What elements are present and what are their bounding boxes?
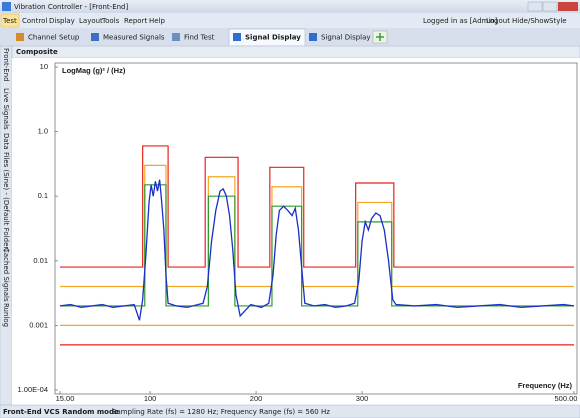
menu-item[interactable]: Help xyxy=(149,17,166,25)
sidebar-tab[interactable]: Live Signals xyxy=(2,88,10,130)
menu-item[interactable]: Control xyxy=(22,17,47,25)
menu-action[interactable]: Hide/Show xyxy=(512,17,549,25)
x-axis-label: Frequency (Hz) xyxy=(518,381,573,390)
window-title: Vibration Controller - [Front-End] xyxy=(14,3,128,11)
menu-highlight xyxy=(0,13,20,28)
panel-header xyxy=(11,45,580,59)
add-icon xyxy=(376,33,384,41)
chart-area xyxy=(12,58,580,405)
sidebar-tab[interactable]: Cached Signals xyxy=(2,248,10,302)
menu-action[interactable]: Style xyxy=(549,17,567,25)
status-bar xyxy=(0,404,580,418)
status-info: Sampling Rate (fs) = 1280 Hz; Frequency … xyxy=(112,408,330,416)
sidebar-tab[interactable]: Data Files (Sine) - (Default Folder) xyxy=(2,133,10,252)
tab-icon xyxy=(309,33,317,41)
tab[interactable]: Signal Display xyxy=(321,34,371,42)
plot-frame xyxy=(54,62,578,395)
menu-action[interactable]: Logout xyxy=(486,17,510,25)
tab-icon xyxy=(172,33,180,41)
tab[interactable]: Measured Signals xyxy=(103,34,165,42)
sidebar-tab[interactable]: Front-End xyxy=(2,48,10,82)
maximize-button[interactable] xyxy=(542,1,558,12)
y-tick-label: 1.0 xyxy=(38,127,48,136)
x-tick-label: 500.00 xyxy=(555,394,578,403)
series-line xyxy=(60,164,574,288)
menu-item[interactable]: Report xyxy=(124,17,147,25)
app-icon xyxy=(2,2,11,11)
x-tick-label: 300 xyxy=(356,394,369,403)
menu-item[interactable]: Tools xyxy=(101,17,120,25)
y-tick-label: 0.01 xyxy=(33,256,48,265)
menu-item[interactable]: Layout xyxy=(79,17,103,25)
menu-item[interactable]: Test xyxy=(2,17,17,25)
y-tick-label: 1.00E-04 xyxy=(18,385,48,394)
y-axis-label: LogMag (g)² / (Hz) xyxy=(62,66,126,75)
tab-icon xyxy=(233,33,241,41)
tab[interactable]: Channel Setup xyxy=(28,34,80,42)
tab[interactable]: Find Test xyxy=(184,34,215,42)
tab-icon xyxy=(16,33,24,41)
menu-bar xyxy=(0,13,580,28)
y-tick-label: 0.1 xyxy=(38,191,48,200)
x-tick-label: 200 xyxy=(250,394,263,403)
tab[interactable]: Signal Display xyxy=(245,34,301,42)
y-tick-label: 10 xyxy=(40,62,48,71)
minimize-button[interactable] xyxy=(527,1,543,12)
sidebar-tab[interactable]: Runlog xyxy=(2,303,10,327)
series-line xyxy=(59,179,575,321)
close-button[interactable] xyxy=(558,2,578,11)
tab-icon xyxy=(91,33,99,41)
panel-title: Composite xyxy=(16,48,58,56)
x-tick-label: 100 xyxy=(144,394,157,403)
status-mode: Front-End VCS Random mode xyxy=(3,408,119,416)
series-line xyxy=(60,145,574,268)
menu-item[interactable]: Display xyxy=(49,17,75,25)
user-label: Logged in as [Admin] xyxy=(423,17,498,25)
title-bar xyxy=(0,0,580,13)
x-tick-label: 15.00 xyxy=(56,394,75,403)
y-tick-label: 0.001 xyxy=(29,320,48,329)
